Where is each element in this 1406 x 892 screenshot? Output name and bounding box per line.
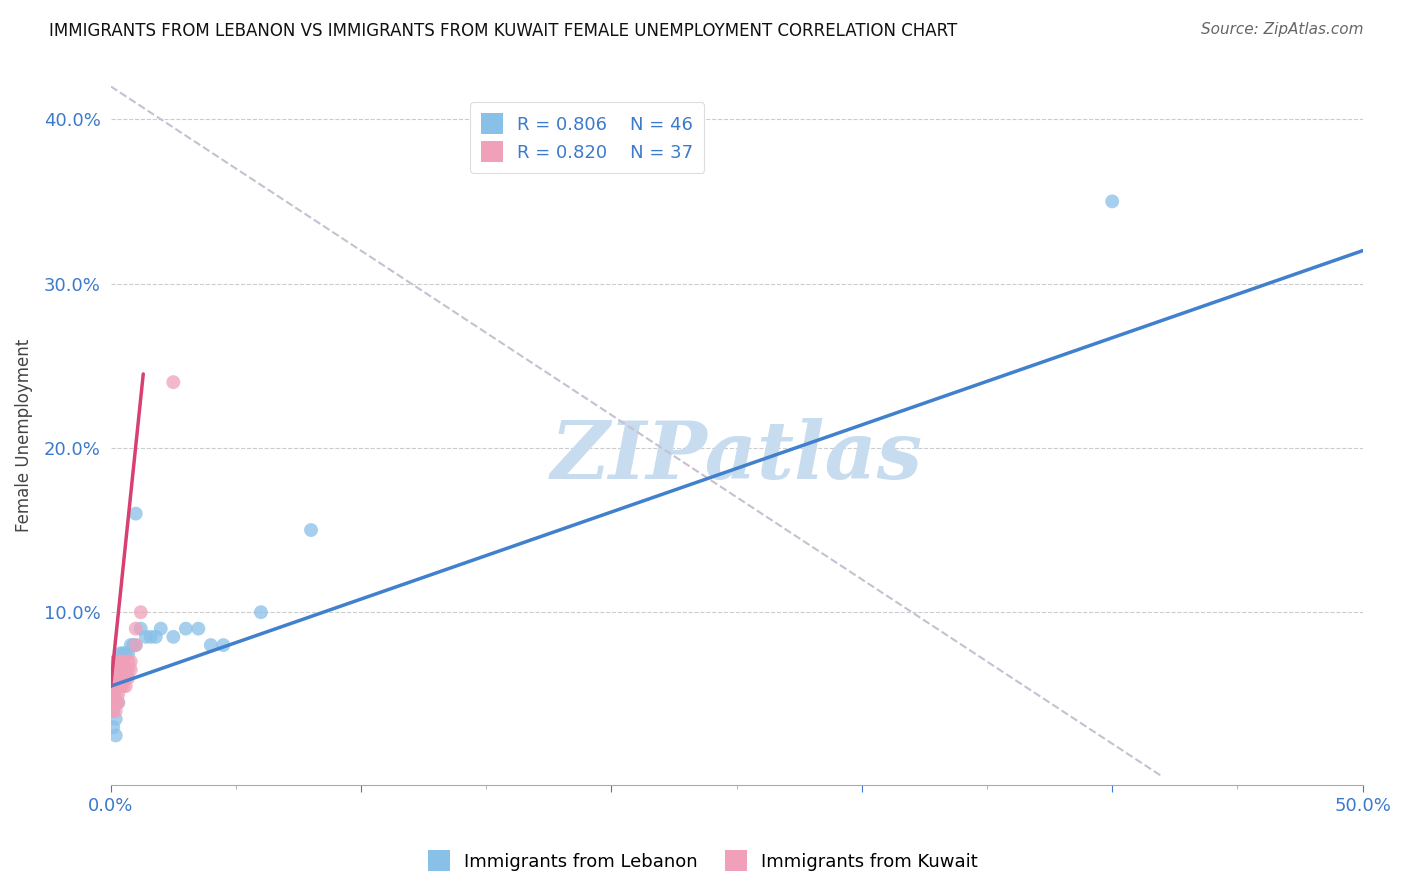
Point <box>112 671 135 685</box>
Text: Source: ZipAtlas.com: Source: ZipAtlas.com <box>1201 22 1364 37</box>
Point <box>104 696 127 710</box>
Legend: R = 0.806    N = 46, R = 0.820    N = 37: R = 0.806 N = 46, R = 0.820 N = 37 <box>470 103 704 173</box>
Point <box>103 720 125 734</box>
Point <box>114 671 136 685</box>
Point <box>114 671 136 685</box>
Point <box>117 671 139 685</box>
Legend: Immigrants from Lebanon, Immigrants from Kuwait: Immigrants from Lebanon, Immigrants from… <box>420 843 986 879</box>
Point <box>120 655 142 669</box>
Point <box>162 630 184 644</box>
Point <box>114 646 136 660</box>
Point <box>104 696 127 710</box>
Point <box>104 655 127 669</box>
Point <box>114 679 136 693</box>
Point <box>125 638 148 652</box>
Point <box>129 622 152 636</box>
Point <box>299 523 322 537</box>
Point <box>107 663 129 677</box>
Point <box>104 704 127 718</box>
Point <box>107 679 129 693</box>
Point <box>104 712 127 726</box>
Point <box>110 663 132 677</box>
Point <box>104 663 127 677</box>
Point <box>149 622 172 636</box>
Point <box>104 679 127 693</box>
Point <box>107 671 129 685</box>
Point <box>107 679 129 693</box>
Point <box>129 605 152 619</box>
Point <box>120 663 142 677</box>
Point <box>107 663 129 677</box>
Y-axis label: Female Unemployment: Female Unemployment <box>15 339 32 533</box>
Point <box>187 622 209 636</box>
Point <box>104 671 127 685</box>
Point <box>103 696 125 710</box>
Text: IMMIGRANTS FROM LEBANON VS IMMIGRANTS FROM KUWAIT FEMALE UNEMPLOYMENT CORRELATIO: IMMIGRANTS FROM LEBANON VS IMMIGRANTS FR… <box>49 22 957 40</box>
Point <box>110 671 132 685</box>
Point <box>110 663 132 677</box>
Point <box>107 671 129 685</box>
Point <box>120 638 142 652</box>
Point <box>110 671 132 685</box>
Point <box>104 679 127 693</box>
Point <box>110 655 132 669</box>
Point <box>117 655 139 669</box>
Point <box>104 655 127 669</box>
Point <box>104 687 127 701</box>
Point <box>107 696 129 710</box>
Point <box>110 655 132 669</box>
Point <box>114 663 136 677</box>
Point <box>125 638 148 652</box>
Point <box>1101 194 1123 209</box>
Point <box>112 671 135 685</box>
Point <box>107 696 129 710</box>
Point <box>117 663 139 677</box>
Point <box>104 671 127 685</box>
Point <box>103 687 125 701</box>
Point <box>110 679 132 693</box>
Point <box>125 507 148 521</box>
Text: ZIPatlas: ZIPatlas <box>551 417 922 495</box>
Point <box>114 663 136 677</box>
Point <box>112 655 135 669</box>
Point <box>122 638 145 652</box>
Point <box>107 655 129 669</box>
Point <box>103 687 125 701</box>
Point <box>112 679 135 693</box>
Point <box>117 646 139 660</box>
Point <box>139 630 162 644</box>
Point <box>200 638 222 652</box>
Point <box>125 622 148 636</box>
Point <box>162 375 184 389</box>
Point <box>110 679 132 693</box>
Point <box>212 638 235 652</box>
Point <box>112 663 135 677</box>
Point <box>104 729 127 743</box>
Point <box>112 663 135 677</box>
Point <box>103 704 125 718</box>
Point <box>110 646 132 660</box>
Point <box>103 704 125 718</box>
Point <box>135 630 157 644</box>
Point <box>103 671 125 685</box>
Point <box>107 687 129 701</box>
Point <box>174 622 197 636</box>
Point <box>103 679 125 693</box>
Point <box>250 605 273 619</box>
Point <box>104 655 127 669</box>
Point <box>145 630 167 644</box>
Point <box>112 646 135 660</box>
Point <box>104 663 127 677</box>
Point <box>104 663 127 677</box>
